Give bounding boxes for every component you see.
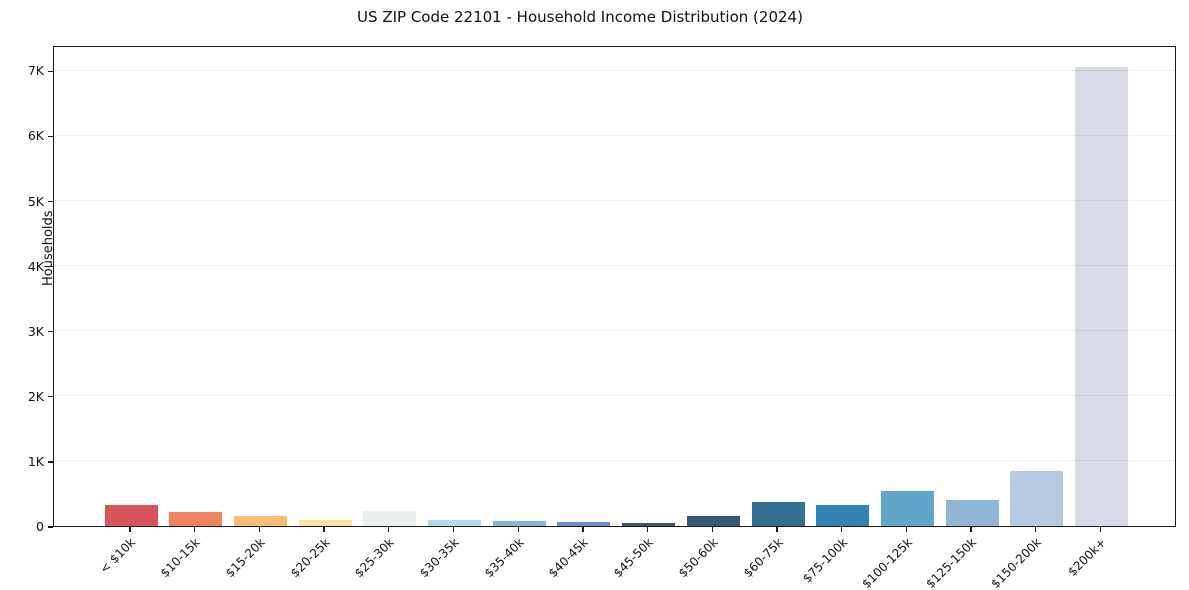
y-tick-label: 3K <box>27 323 44 339</box>
bar-$35-40k <box>492 520 546 526</box>
y-tick-mark <box>48 265 53 268</box>
x-tick-label: $15-20k <box>222 535 268 581</box>
bar-$20-25k <box>298 519 352 526</box>
x-tick-label: $100-125k <box>858 535 915 590</box>
y-tick-mark <box>48 70 53 73</box>
x-tick-mark <box>388 527 390 532</box>
bar-$15-20k <box>233 515 287 526</box>
x-tick-mark <box>517 527 519 532</box>
x-tick-mark <box>1035 527 1037 532</box>
bar-$125-150k <box>945 500 999 526</box>
x-tick-label: $60-75k <box>740 535 786 581</box>
gridline <box>54 460 1175 462</box>
y-tick-mark <box>48 526 53 528</box>
bar-$75-100k <box>816 504 870 526</box>
x-tick-label: $20-25k <box>287 535 333 581</box>
x-tick-mark <box>194 527 196 532</box>
bar-$60-75k <box>751 501 805 526</box>
x-tick-mark <box>129 527 131 532</box>
bar-< $10k <box>104 504 158 526</box>
x-tick-label: $45-50k <box>610 535 656 581</box>
x-tick-label: $200k+ <box>1065 535 1109 579</box>
x-tick-label: $25-30k <box>352 535 398 581</box>
x-tick-label: $10-15k <box>158 535 203 581</box>
bar-$30-35k <box>428 519 481 526</box>
bar-$40-45k <box>557 522 611 526</box>
x-tick-mark <box>1099 527 1102 532</box>
y-tick-mark <box>48 461 53 463</box>
x-tick-label: $30-35k <box>416 535 462 581</box>
y-tick-label: 6K <box>27 128 44 144</box>
plot-area <box>53 46 1176 527</box>
gridline <box>54 69 1175 71</box>
x-tick-mark <box>841 527 843 532</box>
y-tick-label: 0 <box>36 519 44 534</box>
y-tick-label: 4K <box>27 258 44 274</box>
gridline <box>54 265 1175 267</box>
x-tick-mark <box>646 527 649 532</box>
bar-$150-200k <box>1010 470 1064 526</box>
x-tick-mark <box>582 527 584 532</box>
gridline <box>54 395 1175 397</box>
x-tick-mark <box>905 527 908 532</box>
x-tick-mark <box>323 527 325 532</box>
gridline <box>54 134 1175 136</box>
bar-$100-125k <box>880 490 934 526</box>
bar-$45-50k <box>622 523 676 526</box>
x-tick-mark <box>258 527 261 532</box>
y-tick-mark <box>48 331 53 333</box>
x-tick-label: $150-200k <box>988 535 1045 590</box>
x-tick-label: $50-60k <box>675 535 721 581</box>
x-tick-mark <box>970 527 972 532</box>
x-tick-label: $75-100k <box>799 535 850 586</box>
y-tick-mark <box>48 396 53 398</box>
bar-$10-15k <box>169 511 223 526</box>
y-tick-label: 5K <box>27 193 44 209</box>
y-tick-label: 1K <box>27 453 44 469</box>
x-tick-mark <box>711 527 713 532</box>
x-tick-label: $125-150k <box>923 535 980 590</box>
bar-$200k+ <box>1075 67 1128 526</box>
y-tick-label: 7K <box>27 63 44 79</box>
y-tick-mark <box>48 135 53 138</box>
x-tick-label: < $10k <box>97 535 139 577</box>
bar-$50-60k <box>686 516 740 526</box>
chart-title: US ZIP Code 22101 - Household Income Dis… <box>357 8 803 26</box>
gridline <box>54 330 1175 332</box>
bar-$25-30k <box>363 511 417 526</box>
gridline <box>54 200 1175 202</box>
x-tick-label: $40-45k <box>546 535 592 581</box>
y-tick-mark <box>48 200 53 203</box>
x-tick-mark <box>452 527 455 532</box>
y-tick-label: 2K <box>27 388 44 404</box>
x-tick-mark <box>776 527 778 532</box>
x-tick-label: $35-40k <box>481 535 527 581</box>
